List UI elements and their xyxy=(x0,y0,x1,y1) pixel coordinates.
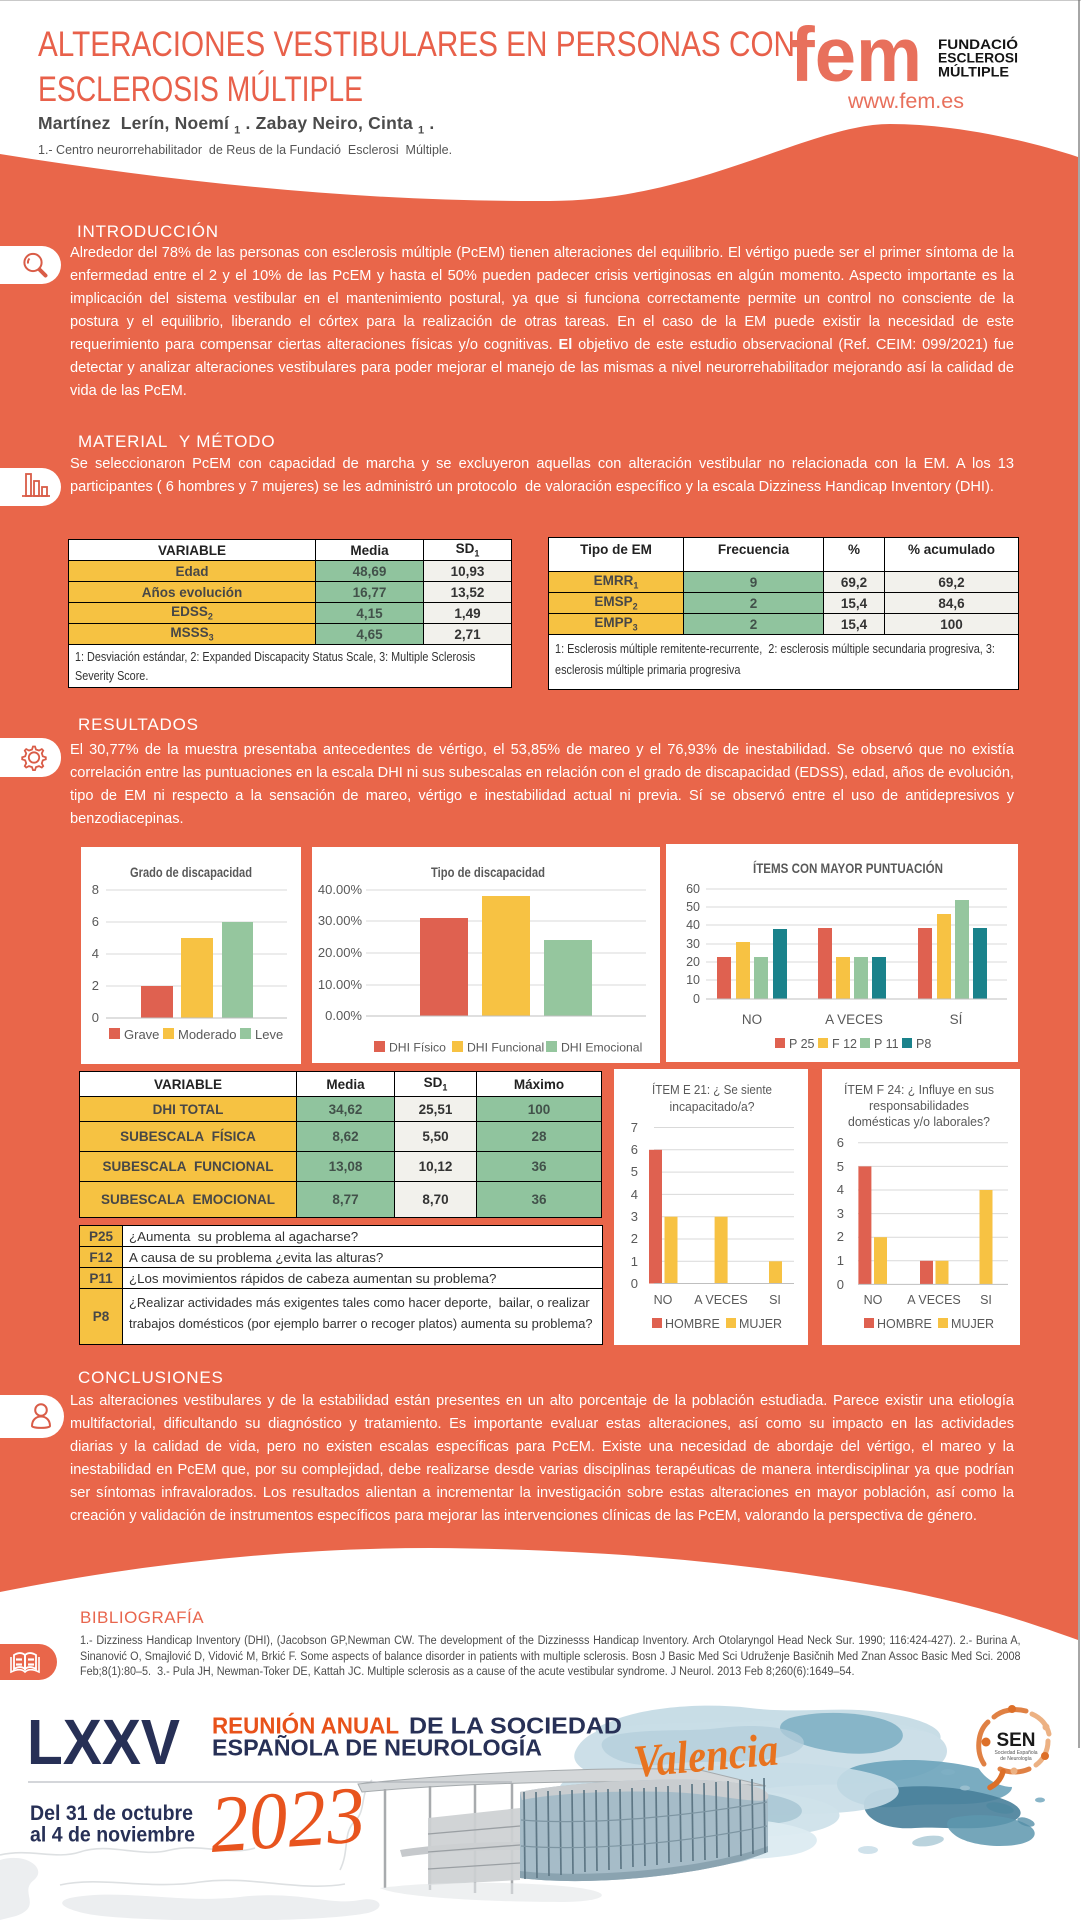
svg-text:4: 4 xyxy=(92,946,99,961)
svg-text:50: 50 xyxy=(686,900,700,914)
svg-text:1: 1 xyxy=(837,1253,844,1268)
svg-text:Leve: Leve xyxy=(255,1027,283,1042)
svg-text:2023: 2023 xyxy=(207,1769,368,1870)
svg-text:40: 40 xyxy=(686,918,700,932)
svg-text:HOMBRE: HOMBRE xyxy=(877,1317,932,1331)
svg-text:FUNDACIÓ: FUNDACIÓ xyxy=(938,35,1018,52)
svg-text:40.00%: 40.00% xyxy=(318,882,363,897)
svg-text:www.fem.es: www.fem.es xyxy=(847,90,964,113)
svg-text:NO: NO xyxy=(864,1293,883,1307)
svg-text:Del 31 de octubre: Del 31 de octubre xyxy=(30,1801,193,1825)
svg-text:ÍTEM E 21: ¿ Se siente: ÍTEM E 21: ¿ Se siente xyxy=(652,1082,772,1097)
svg-text:3: 3 xyxy=(631,1209,638,1224)
svg-text:A VECES: A VECES xyxy=(694,1293,748,1307)
svg-text:2: 2 xyxy=(837,1229,844,1244)
svg-text:10: 10 xyxy=(686,973,700,987)
svg-text:6: 6 xyxy=(92,914,99,929)
svg-text:HOMBRE: HOMBRE xyxy=(665,1317,720,1331)
svg-text:SI: SI xyxy=(980,1293,992,1307)
svg-text:Grave: Grave xyxy=(124,1027,159,1042)
svg-text:6: 6 xyxy=(631,1142,638,1157)
svg-text:5: 5 xyxy=(631,1164,638,1179)
svg-text:Valencia: Valencia xyxy=(631,1724,780,1787)
svg-text:incapacitado/a?: incapacitado/a? xyxy=(670,1099,755,1114)
svg-text:LXXV: LXXV xyxy=(27,1706,180,1778)
svg-text:NO: NO xyxy=(654,1293,673,1307)
svg-text:Sociedad Española: Sociedad Española xyxy=(994,1750,1037,1756)
svg-text:P8: P8 xyxy=(916,1037,931,1051)
svg-text:A VECES: A VECES xyxy=(825,1012,883,1027)
svg-text:F 12: F 12 xyxy=(832,1037,857,1051)
svg-text:30: 30 xyxy=(686,937,700,951)
svg-text:ESPAÑOLA DE NEUROLOGÍA: ESPAÑOLA DE NEUROLOGÍA xyxy=(212,1734,542,1761)
svg-text:ÍTEMS CON MAYOR PUNTUACIÓN: ÍTEMS CON MAYOR PUNTUACIÓN xyxy=(753,859,943,876)
svg-text:REUNIÓN ANUAL: REUNIÓN ANUAL xyxy=(212,1712,399,1739)
svg-text:DE LA SOCIEDAD: DE LA SOCIEDAD xyxy=(409,1713,622,1739)
svg-text:MÚLTIPLE: MÚLTIPLE xyxy=(938,62,1009,79)
svg-text:0.00%: 0.00% xyxy=(325,1008,362,1023)
svg-text:MUJER: MUJER xyxy=(739,1317,782,1331)
svg-text:20: 20 xyxy=(686,955,700,969)
svg-text:30.00%: 30.00% xyxy=(318,913,363,928)
svg-text:DHI Emocional: DHI Emocional xyxy=(561,1041,642,1055)
svg-text:de Neurología: de Neurología xyxy=(1000,1756,1032,1762)
svg-text:SI: SI xyxy=(769,1293,781,1307)
svg-text:MUJER: MUJER xyxy=(951,1317,994,1331)
svg-text:domésticas y/o laborales?: domésticas y/o laborales? xyxy=(848,1114,990,1129)
svg-text:ESCLEROSI: ESCLEROSI xyxy=(938,50,1018,66)
svg-text:ALTERACIONES VESTIBULARES EN P: ALTERACIONES VESTIBULARES EN PERSONAS CO… xyxy=(38,25,795,64)
svg-text:DHI Físico: DHI Físico xyxy=(389,1041,446,1055)
svg-text:SÍ: SÍ xyxy=(950,1012,963,1027)
svg-text:al 4 de noviembre: al 4 de noviembre xyxy=(30,1823,195,1847)
svg-text:0: 0 xyxy=(837,1277,844,1292)
svg-text:7: 7 xyxy=(631,1120,638,1135)
svg-text:fem: fem xyxy=(790,12,922,98)
svg-text:Tipo de discapacidad: Tipo de discapacidad xyxy=(431,864,545,880)
svg-text:0: 0 xyxy=(693,992,700,1006)
svg-text:P 11: P 11 xyxy=(874,1037,899,1051)
svg-text:P 25: P 25 xyxy=(789,1037,815,1051)
svg-text:3: 3 xyxy=(837,1206,844,1221)
svg-text:20.00%: 20.00% xyxy=(318,945,363,960)
svg-text:2: 2 xyxy=(92,978,99,993)
svg-text:0: 0 xyxy=(92,1010,99,1025)
svg-text:ESCLEROSIS MÚLTIPLE: ESCLEROSIS MÚLTIPLE xyxy=(38,70,363,109)
svg-text:4: 4 xyxy=(837,1182,844,1197)
svg-text:DHI Funcional: DHI Funcional xyxy=(467,1041,544,1055)
svg-text:1: 1 xyxy=(631,1254,638,1269)
svg-text:6: 6 xyxy=(837,1135,844,1150)
svg-text:8: 8 xyxy=(92,882,99,897)
svg-text:0: 0 xyxy=(631,1276,638,1291)
svg-text:A VECES: A VECES xyxy=(907,1293,961,1307)
svg-text:responsabilidades: responsabilidades xyxy=(869,1098,969,1113)
svg-text:5: 5 xyxy=(837,1159,844,1174)
svg-text:2: 2 xyxy=(631,1231,638,1246)
svg-text:4: 4 xyxy=(631,1187,638,1202)
svg-text:60: 60 xyxy=(686,882,700,896)
svg-text:SEN: SEN xyxy=(996,1730,1035,1751)
svg-text:NO: NO xyxy=(742,1012,762,1027)
svg-text:Moderado: Moderado xyxy=(178,1027,237,1042)
svg-text:ÍTEM F 24: ¿ Influye en sus: ÍTEM F 24: ¿ Influye en sus xyxy=(844,1082,994,1097)
svg-text:10.00%: 10.00% xyxy=(318,977,363,992)
svg-text:Grado de discapacidad: Grado de discapacidad xyxy=(130,864,252,880)
